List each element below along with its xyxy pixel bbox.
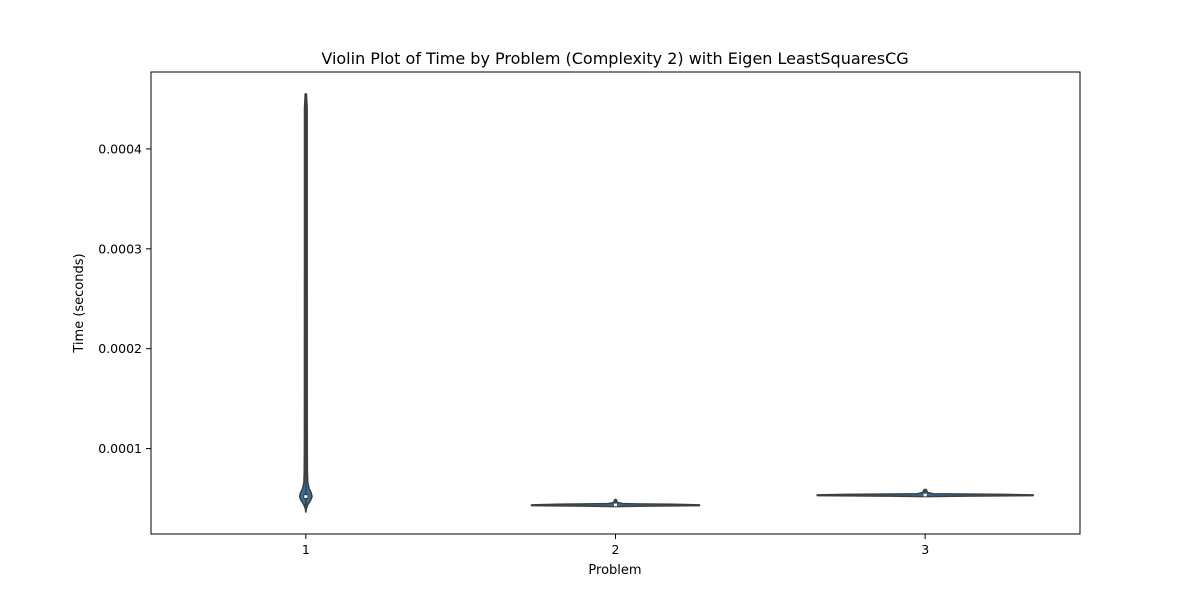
y-axis-label: Time (seconds): [72, 253, 87, 353]
y-tick-label: 0.0001: [98, 441, 142, 456]
violins-layer: [298, 93, 1034, 513]
plot-frame: [150, 71, 1081, 535]
x-tick-label: 2: [612, 542, 620, 557]
violin-median-3: [923, 493, 927, 497]
chart-title: Violin Plot of Time by Problem (Complexi…: [321, 49, 908, 68]
x-tick-label: 1: [302, 542, 310, 557]
y-tick-label: 0.0004: [98, 141, 142, 156]
violin-median-2: [613, 503, 618, 507]
y-axis-ticks: 0.0001 0.0002 0.0003 0.0004: [98, 141, 151, 456]
y-tick-label: 0.0003: [98, 241, 142, 256]
violin-median-1: [304, 495, 308, 498]
y-tick-label: 0.0002: [98, 341, 142, 356]
x-axis-label: Problem: [588, 563, 641, 578]
x-axis-ticks: 1 2 3: [302, 534, 929, 557]
x-tick-label: 3: [921, 542, 929, 557]
